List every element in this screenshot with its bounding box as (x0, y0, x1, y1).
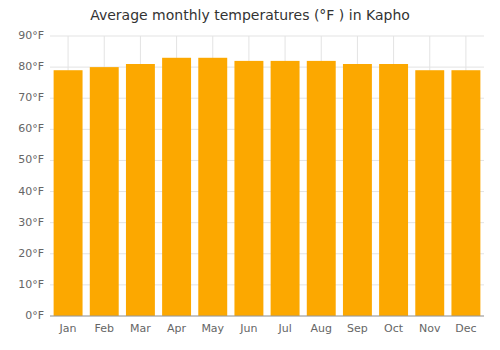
bar (162, 58, 191, 316)
x-tick-label: Jul (277, 322, 291, 335)
y-tick-label: 40°F (18, 185, 44, 198)
y-tick-label: 30°F (18, 216, 44, 229)
x-tick-label: Mar (130, 322, 151, 335)
grid (50, 36, 484, 316)
y-tick-label: 10°F (18, 278, 44, 291)
bar (379, 64, 408, 316)
x-tick-label: Jan (59, 322, 77, 335)
x-tick-label: Dec (455, 322, 476, 335)
y-tick-label: 70°F (18, 91, 44, 104)
title: Average monthly temperatures (°F ) in Ka… (90, 7, 410, 23)
x-tick-label: May (201, 322, 224, 335)
bar (198, 58, 227, 316)
bar (343, 64, 372, 316)
x-tick-label: Oct (384, 322, 404, 335)
x-tick-label: Apr (167, 322, 187, 335)
bar (90, 67, 119, 316)
bar (54, 70, 83, 316)
x-axis-line (50, 316, 484, 317)
y-tick-label: 60°F (18, 122, 44, 135)
x-tick-label: Sep (347, 322, 368, 335)
x-tick-label: Feb (95, 322, 114, 335)
y-tick-label: 50°F (18, 153, 44, 166)
bar (126, 64, 155, 316)
y-tick-label: 20°F (18, 247, 44, 260)
bar (234, 61, 263, 316)
bar (307, 61, 336, 316)
y-grid-line (50, 316, 484, 317)
chart: 0°F 10°F 20°F 30°F 40°F 50°F 60°F 70°F 80°F 90°F J… (0, 0, 500, 350)
x-tick-label: Jun (239, 322, 257, 335)
y-tick-label: 90°F (18, 29, 44, 42)
y-tick-label: 80°F (18, 60, 44, 73)
bar (415, 70, 444, 316)
x-tick-label: Nov (419, 322, 441, 335)
y-tick-label: 0°F (25, 309, 44, 322)
y-grid-line (50, 36, 484, 37)
x-tick-label: Aug (311, 322, 332, 335)
bars (54, 58, 481, 316)
chart-container: 0°F 10°F 20°F 30°F 40°F 50°F 60°F 70°F 80°F 90°F J… (0, 0, 500, 350)
bar (271, 61, 300, 316)
bar (451, 70, 480, 316)
